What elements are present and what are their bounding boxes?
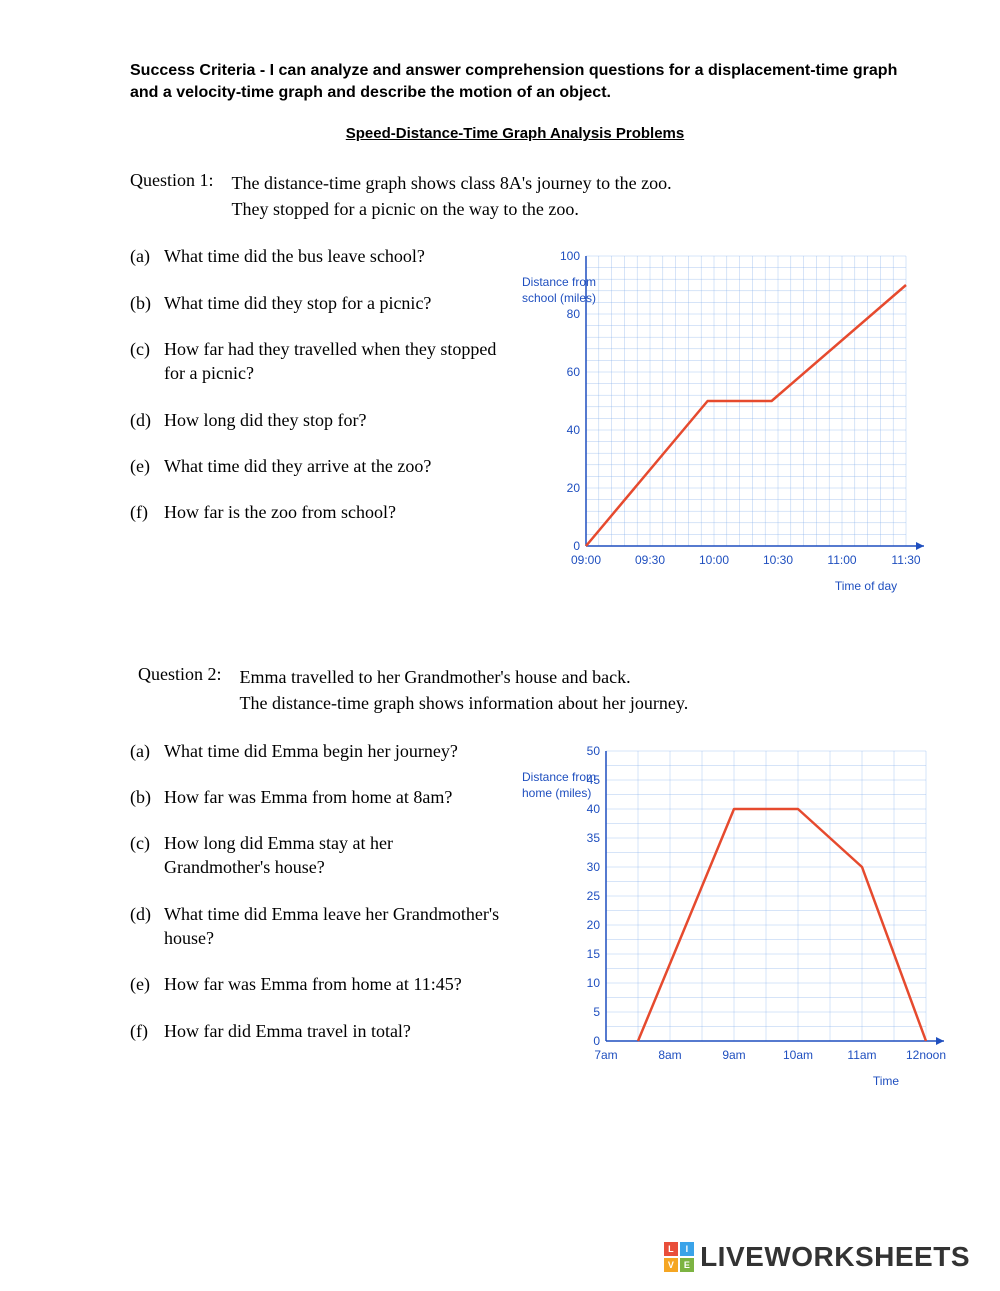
- sub-question: (d)What time did Emma leave her Grandmot…: [130, 902, 500, 951]
- sub-question: (c)How far had they travelled when they …: [130, 337, 500, 386]
- svg-text:09:00: 09:00: [571, 553, 601, 567]
- svg-text:11:30: 11:30: [891, 553, 920, 567]
- q1-prompt: The distance-time graph shows class 8A's…: [232, 170, 672, 222]
- sub-question: (b)How far was Emma from home at 8am?: [130, 785, 500, 809]
- sub-question: (c)How long did Emma stay at her Grandmo…: [130, 831, 500, 880]
- sub-question: (a)What time did the bus leave school?: [130, 244, 500, 268]
- svg-text:15: 15: [587, 947, 601, 961]
- sub-question: (e)How far was Emma from home at 11:45?: [130, 972, 500, 996]
- svg-text:10: 10: [587, 976, 601, 990]
- sub-question: (d)How long did they stop for?: [130, 408, 500, 432]
- q1-subquestions: (a)What time did the bus leave school? (b…: [130, 244, 500, 546]
- svg-text:10:00: 10:00: [699, 553, 729, 567]
- svg-text:0: 0: [593, 1034, 600, 1048]
- svg-text:10:30: 10:30: [763, 553, 793, 567]
- question-2: Question 2: Emma travelled to her Grandm…: [130, 664, 900, 1098]
- svg-text:7am: 7am: [594, 1048, 617, 1062]
- svg-text:100: 100: [560, 249, 580, 263]
- q1-chart: 0 20 40 60 80 100 09:00 09:30 10:00 10:30 11:00 11:…: [518, 244, 938, 604]
- svg-text:12noon: 12noon: [906, 1048, 946, 1062]
- svg-text:school (miles): school (miles): [522, 291, 596, 305]
- question-1: Question 1: The distance-time graph show…: [130, 170, 900, 604]
- sub-question: (b)What time did they stop for a picnic?: [130, 291, 500, 315]
- watermark-text: LIVEWORKSHEETS: [700, 1241, 970, 1273]
- svg-text:20: 20: [567, 481, 581, 495]
- svg-text:40: 40: [587, 802, 601, 816]
- svg-text:25: 25: [587, 889, 601, 903]
- sub-question: (f)How far did Emma travel in total?: [130, 1019, 500, 1043]
- worksheet-title: Speed-Distance-Time Graph Analysis Probl…: [130, 125, 900, 142]
- svg-text:5: 5: [593, 1005, 600, 1019]
- svg-text:50: 50: [587, 744, 601, 758]
- svg-text:35: 35: [587, 831, 601, 845]
- svg-text:40: 40: [567, 423, 581, 437]
- success-criteria: Success Criteria - I can analyze and ans…: [130, 60, 900, 103]
- svg-text:20: 20: [587, 918, 601, 932]
- q2-subquestions: (a)What time did Emma begin her journey?…: [130, 739, 500, 1065]
- svg-text:10am: 10am: [783, 1048, 813, 1062]
- svg-text:8am: 8am: [658, 1048, 681, 1062]
- q1-number: Question 1:: [130, 170, 214, 222]
- svg-text:home (miles): home (miles): [522, 786, 591, 800]
- svg-text:11:00: 11:00: [827, 553, 856, 567]
- svg-text:9am: 9am: [722, 1048, 745, 1062]
- q2-chart: 051015202530354045507am8am9am10am11am12n…: [518, 739, 958, 1099]
- svg-text:0: 0: [573, 539, 580, 553]
- svg-text:60: 60: [567, 365, 581, 379]
- sub-question: (e)What time did they arrive at the zoo?: [130, 454, 500, 478]
- svg-text:Time: Time: [873, 1074, 900, 1088]
- svg-text:Distance from: Distance from: [522, 275, 596, 289]
- watermark: LIVE LIVEWORKSHEETS: [664, 1241, 970, 1273]
- svg-text:09:30: 09:30: [635, 553, 665, 567]
- svg-text:Time of day: Time of day: [835, 579, 897, 593]
- svg-text:30: 30: [587, 860, 601, 874]
- svg-text:11am: 11am: [847, 1048, 876, 1062]
- sub-question: (a)What time did Emma begin her journey?: [130, 739, 500, 763]
- svg-text:80: 80: [567, 307, 581, 321]
- svg-text:Distance from: Distance from: [522, 770, 596, 784]
- sub-question: (f)How far is the zoo from school?: [130, 500, 500, 524]
- q2-prompt: Emma travelled to her Grandmother's hous…: [240, 664, 689, 716]
- q2-number: Question 2:: [138, 664, 222, 716]
- watermark-logo-icon: LIVE: [664, 1242, 694, 1272]
